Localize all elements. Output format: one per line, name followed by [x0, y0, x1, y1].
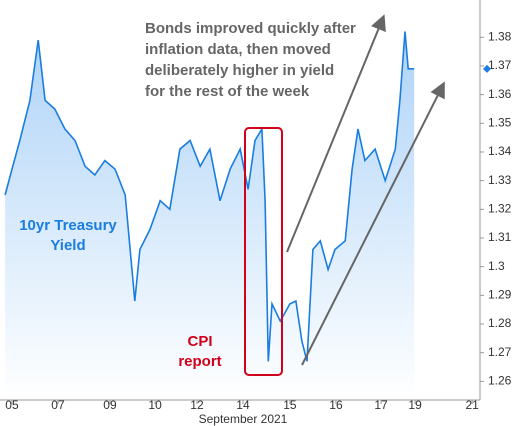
y-tick-label: 1.37	[488, 58, 512, 72]
x-tick-label: 12	[190, 398, 204, 412]
x-tick-label: 16	[329, 398, 343, 412]
x-tick-label: 21	[465, 398, 479, 412]
series-label: 10yr Treasury	[19, 217, 117, 234]
y-tick-label: 1.31	[488, 230, 512, 244]
event-label: CPI	[187, 333, 212, 350]
y-tick-label: 1.33	[488, 173, 512, 187]
y-tick-label: 1.29	[488, 288, 512, 302]
y-tick-label: 1.36	[488, 87, 512, 101]
event-label: report	[178, 353, 221, 370]
annotation: inflation data, then moved	[145, 41, 331, 58]
series-label: Yield	[50, 237, 85, 254]
annotation: for the rest of the week	[145, 83, 310, 100]
y-tick-label: 1.3	[488, 259, 505, 273]
trend-arrow	[301, 81, 445, 366]
annotation: deliberately higher in yield	[145, 62, 334, 79]
y-tick-label: 1.32	[488, 201, 512, 215]
annotation: Bonds improved quickly after	[145, 20, 356, 37]
y-tick-label: 1.35	[488, 115, 512, 129]
last-value-marker	[483, 64, 491, 73]
y-tick-label: 1.34	[488, 144, 512, 158]
x-tick-label: 19	[408, 398, 422, 412]
x-tick-label: 10	[148, 398, 162, 412]
trend-arrow	[286, 14, 386, 253]
y-tick-label: 1.28	[488, 316, 512, 330]
x-tick-label: 07	[51, 398, 65, 412]
x-tick-label: 17	[374, 398, 388, 412]
x-axis-title: September 2021	[199, 412, 288, 426]
cpi-box	[244, 127, 283, 376]
y-tick-label: 1.26	[488, 374, 512, 388]
y-tick-label: 1.27	[488, 345, 512, 359]
y-tick-label: 1.38	[488, 29, 512, 43]
area	[5, 31, 415, 400]
x-tick-label: 15	[283, 398, 297, 412]
x-tick-label: 14	[236, 398, 250, 412]
x-tick-label: 05	[5, 398, 19, 412]
x-tick-label: 09	[103, 398, 117, 412]
